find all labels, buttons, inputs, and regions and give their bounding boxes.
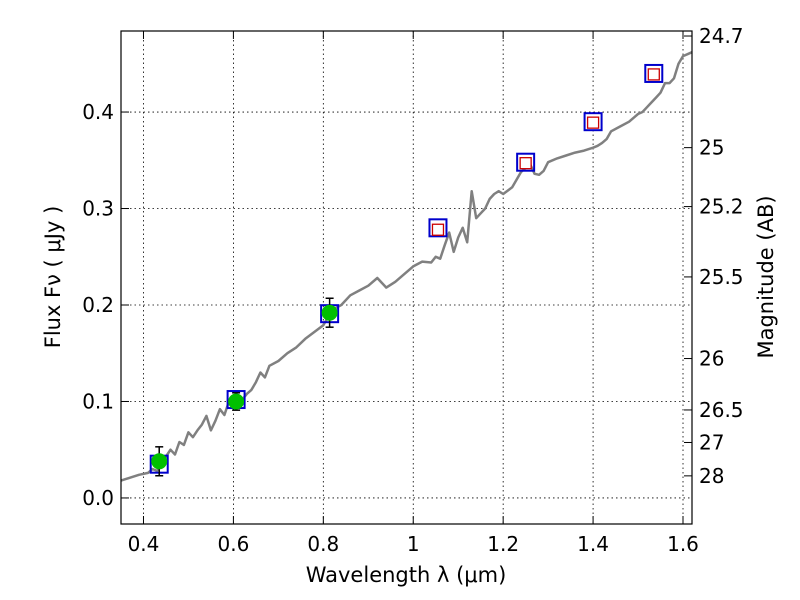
y-tick-label: 0.3 (82, 197, 114, 221)
y-tick-label: 0.4 (82, 100, 114, 124)
magnitude-tick-label: 26.5 (699, 398, 744, 422)
magnitude-tick-label: 25.5 (699, 265, 744, 289)
grid-layer (121, 31, 692, 524)
y-axis-label: Flux Fν ( μJy ) (41, 206, 65, 349)
tick-layer: 0.4 0.6 0.8 1 1.2 1.4 1.6 0.0 0.1 0.2 0.3 0.4 24.7 25… (82, 24, 743, 556)
right-y-axis-label: Magnitude (AB) (754, 195, 778, 358)
model-flux-square (428, 218, 448, 238)
x-tick-label: 1.4 (577, 532, 609, 556)
magnitude-tick-label: 26 (699, 347, 724, 371)
x-tick-label: 0.8 (307, 532, 339, 556)
upper-limit-square (431, 223, 445, 236)
model-spectrum-line (120, 51, 693, 482)
x-tick-label: 1 (407, 532, 420, 556)
magnitude-tick-label: 28 (699, 464, 724, 488)
upper-limit-square (519, 157, 532, 170)
magnitude-tick-label: 25.2 (699, 195, 744, 219)
model-flux-square (644, 63, 664, 83)
x-axis-label: Wavelength λ (μm) (306, 563, 507, 587)
detection-point (151, 453, 168, 470)
y-tick-label: 0.1 (82, 389, 114, 413)
magnitude-tick-label: 25 (699, 136, 724, 160)
y-tick-label: 0.2 (82, 293, 114, 317)
plot-frame (120, 30, 693, 525)
magnitude-tick-label: 27 (699, 430, 724, 454)
detection-point (321, 304, 338, 321)
model-flux-square (583, 112, 603, 132)
marker-layer (149, 63, 664, 477)
x-tick-label: 0.6 (217, 532, 249, 556)
model-flux-square (516, 152, 536, 172)
x-tick-label: 1.2 (487, 532, 519, 556)
plot-area (121, 31, 692, 524)
upper-limit-square (586, 116, 600, 129)
x-tick-label: 0.4 (128, 532, 160, 556)
x-tick-label: 1.6 (667, 532, 699, 556)
upper-limit-square (647, 68, 660, 81)
y-tick-label: 0.0 (82, 486, 114, 510)
detection-point (228, 393, 245, 410)
magnitude-tick-label: 24.7 (699, 24, 744, 48)
